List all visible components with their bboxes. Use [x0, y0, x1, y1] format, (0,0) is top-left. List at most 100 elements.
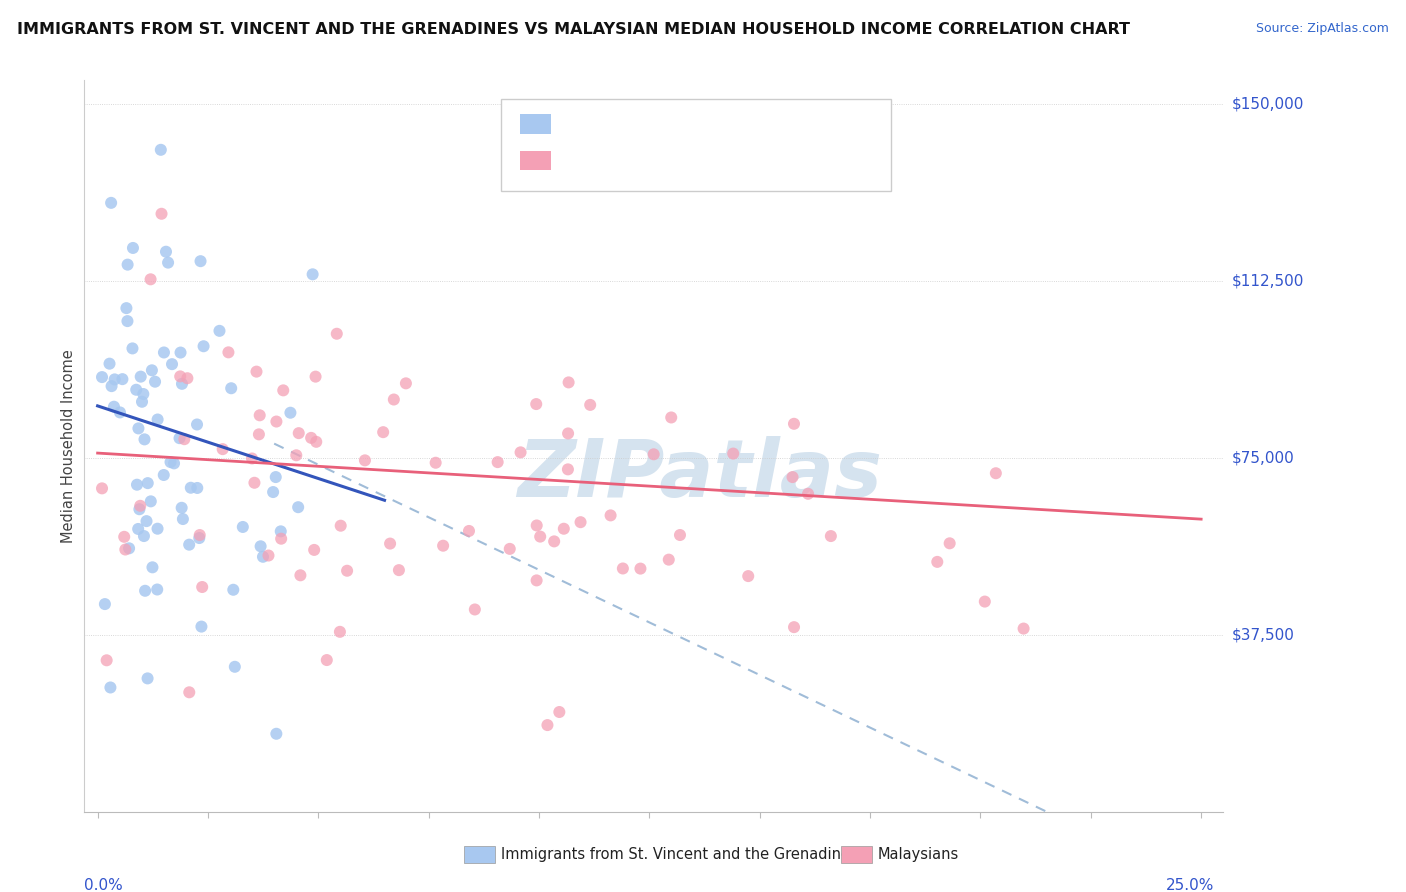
- Point: [136, 476, 159, 491]
- Point: [425, 456, 447, 470]
- Point: [96, 653, 118, 667]
- Point: [224, 660, 246, 674]
- Text: Immigrants from St. Vincent and the Grenadines: Immigrants from St. Vincent and the Gren…: [501, 847, 858, 862]
- Text: 0.0%: 0.0%: [84, 878, 124, 892]
- Point: [557, 376, 579, 390]
- Point: [280, 406, 302, 420]
- Point: [287, 500, 309, 515]
- Point: [100, 195, 122, 210]
- Point: [579, 398, 602, 412]
- Point: [630, 561, 652, 575]
- Text: N =: N =: [679, 150, 716, 168]
- Point: [118, 541, 141, 556]
- Point: [170, 500, 193, 515]
- Point: [132, 529, 155, 543]
- Point: [737, 569, 759, 583]
- Point: [217, 345, 239, 359]
- Point: [190, 254, 212, 268]
- Text: 81: 81: [720, 150, 741, 168]
- Point: [354, 453, 377, 467]
- Point: [373, 425, 395, 439]
- Point: [114, 542, 136, 557]
- Point: [721, 446, 744, 460]
- Point: [170, 376, 193, 391]
- Point: [658, 552, 681, 566]
- Point: [569, 515, 592, 529]
- Point: [146, 522, 169, 536]
- Point: [543, 534, 565, 549]
- Point: [820, 529, 842, 543]
- Point: [464, 602, 486, 616]
- Point: [783, 417, 806, 431]
- Point: [973, 594, 995, 608]
- Text: R =: R =: [560, 113, 596, 131]
- Text: -0.188: -0.188: [602, 113, 655, 131]
- Point: [108, 405, 131, 419]
- Text: Malaysians: Malaysians: [877, 847, 959, 862]
- Point: [247, 427, 270, 442]
- Point: [180, 481, 202, 495]
- Point: [927, 555, 949, 569]
- Text: $75,000: $75,000: [1232, 450, 1295, 466]
- Point: [143, 375, 166, 389]
- Point: [122, 241, 145, 255]
- Text: IMMIGRANTS FROM ST. VINCENT AND THE GRENADINES VS MALAYSIAN MEDIAN HOUSEHOLD INC: IMMIGRANTS FROM ST. VINCENT AND THE GREN…: [17, 22, 1130, 37]
- Point: [100, 379, 122, 393]
- Point: [136, 672, 159, 686]
- Point: [155, 244, 177, 259]
- Point: [245, 365, 267, 379]
- Text: Source: ZipAtlas.com: Source: ZipAtlas.com: [1256, 22, 1389, 36]
- Point: [188, 528, 211, 542]
- Point: [782, 470, 804, 484]
- Point: [388, 563, 411, 577]
- Point: [219, 381, 242, 395]
- Text: N =: N =: [679, 113, 716, 131]
- Point: [98, 357, 121, 371]
- Point: [159, 455, 181, 469]
- Point: [132, 387, 155, 401]
- Text: R =: R =: [560, 150, 596, 168]
- Point: [190, 619, 212, 633]
- Point: [153, 345, 176, 359]
- Text: $150,000: $150,000: [1232, 96, 1305, 112]
- Point: [134, 583, 156, 598]
- Point: [266, 727, 288, 741]
- Text: 72: 72: [720, 113, 741, 131]
- Point: [179, 685, 201, 699]
- Point: [266, 415, 288, 429]
- Point: [264, 470, 287, 484]
- Point: [336, 564, 359, 578]
- Point: [557, 426, 579, 441]
- Point: [304, 369, 326, 384]
- Point: [458, 524, 481, 538]
- Point: [121, 342, 143, 356]
- Point: [299, 431, 322, 445]
- Point: [91, 481, 114, 495]
- Point: [149, 143, 172, 157]
- Point: [222, 582, 245, 597]
- Point: [127, 522, 149, 536]
- Text: ZIPatlas: ZIPatlas: [517, 436, 882, 515]
- Point: [382, 392, 405, 407]
- Point: [186, 481, 208, 495]
- Point: [179, 538, 201, 552]
- Point: [103, 400, 125, 414]
- Point: [91, 370, 114, 384]
- Point: [1012, 622, 1035, 636]
- Point: [240, 451, 263, 466]
- Y-axis label: Median Household Income: Median Household Income: [60, 349, 76, 543]
- Point: [111, 372, 134, 386]
- Point: [173, 432, 195, 446]
- Point: [797, 487, 820, 501]
- Point: [129, 369, 152, 384]
- Point: [271, 384, 294, 398]
- Point: [526, 574, 548, 588]
- Point: [152, 468, 174, 483]
- Point: [117, 314, 139, 328]
- Point: [329, 518, 352, 533]
- Point: [524, 397, 547, 411]
- Point: [305, 434, 328, 449]
- Point: [115, 301, 138, 315]
- Point: [125, 383, 148, 397]
- Point: [548, 705, 571, 719]
